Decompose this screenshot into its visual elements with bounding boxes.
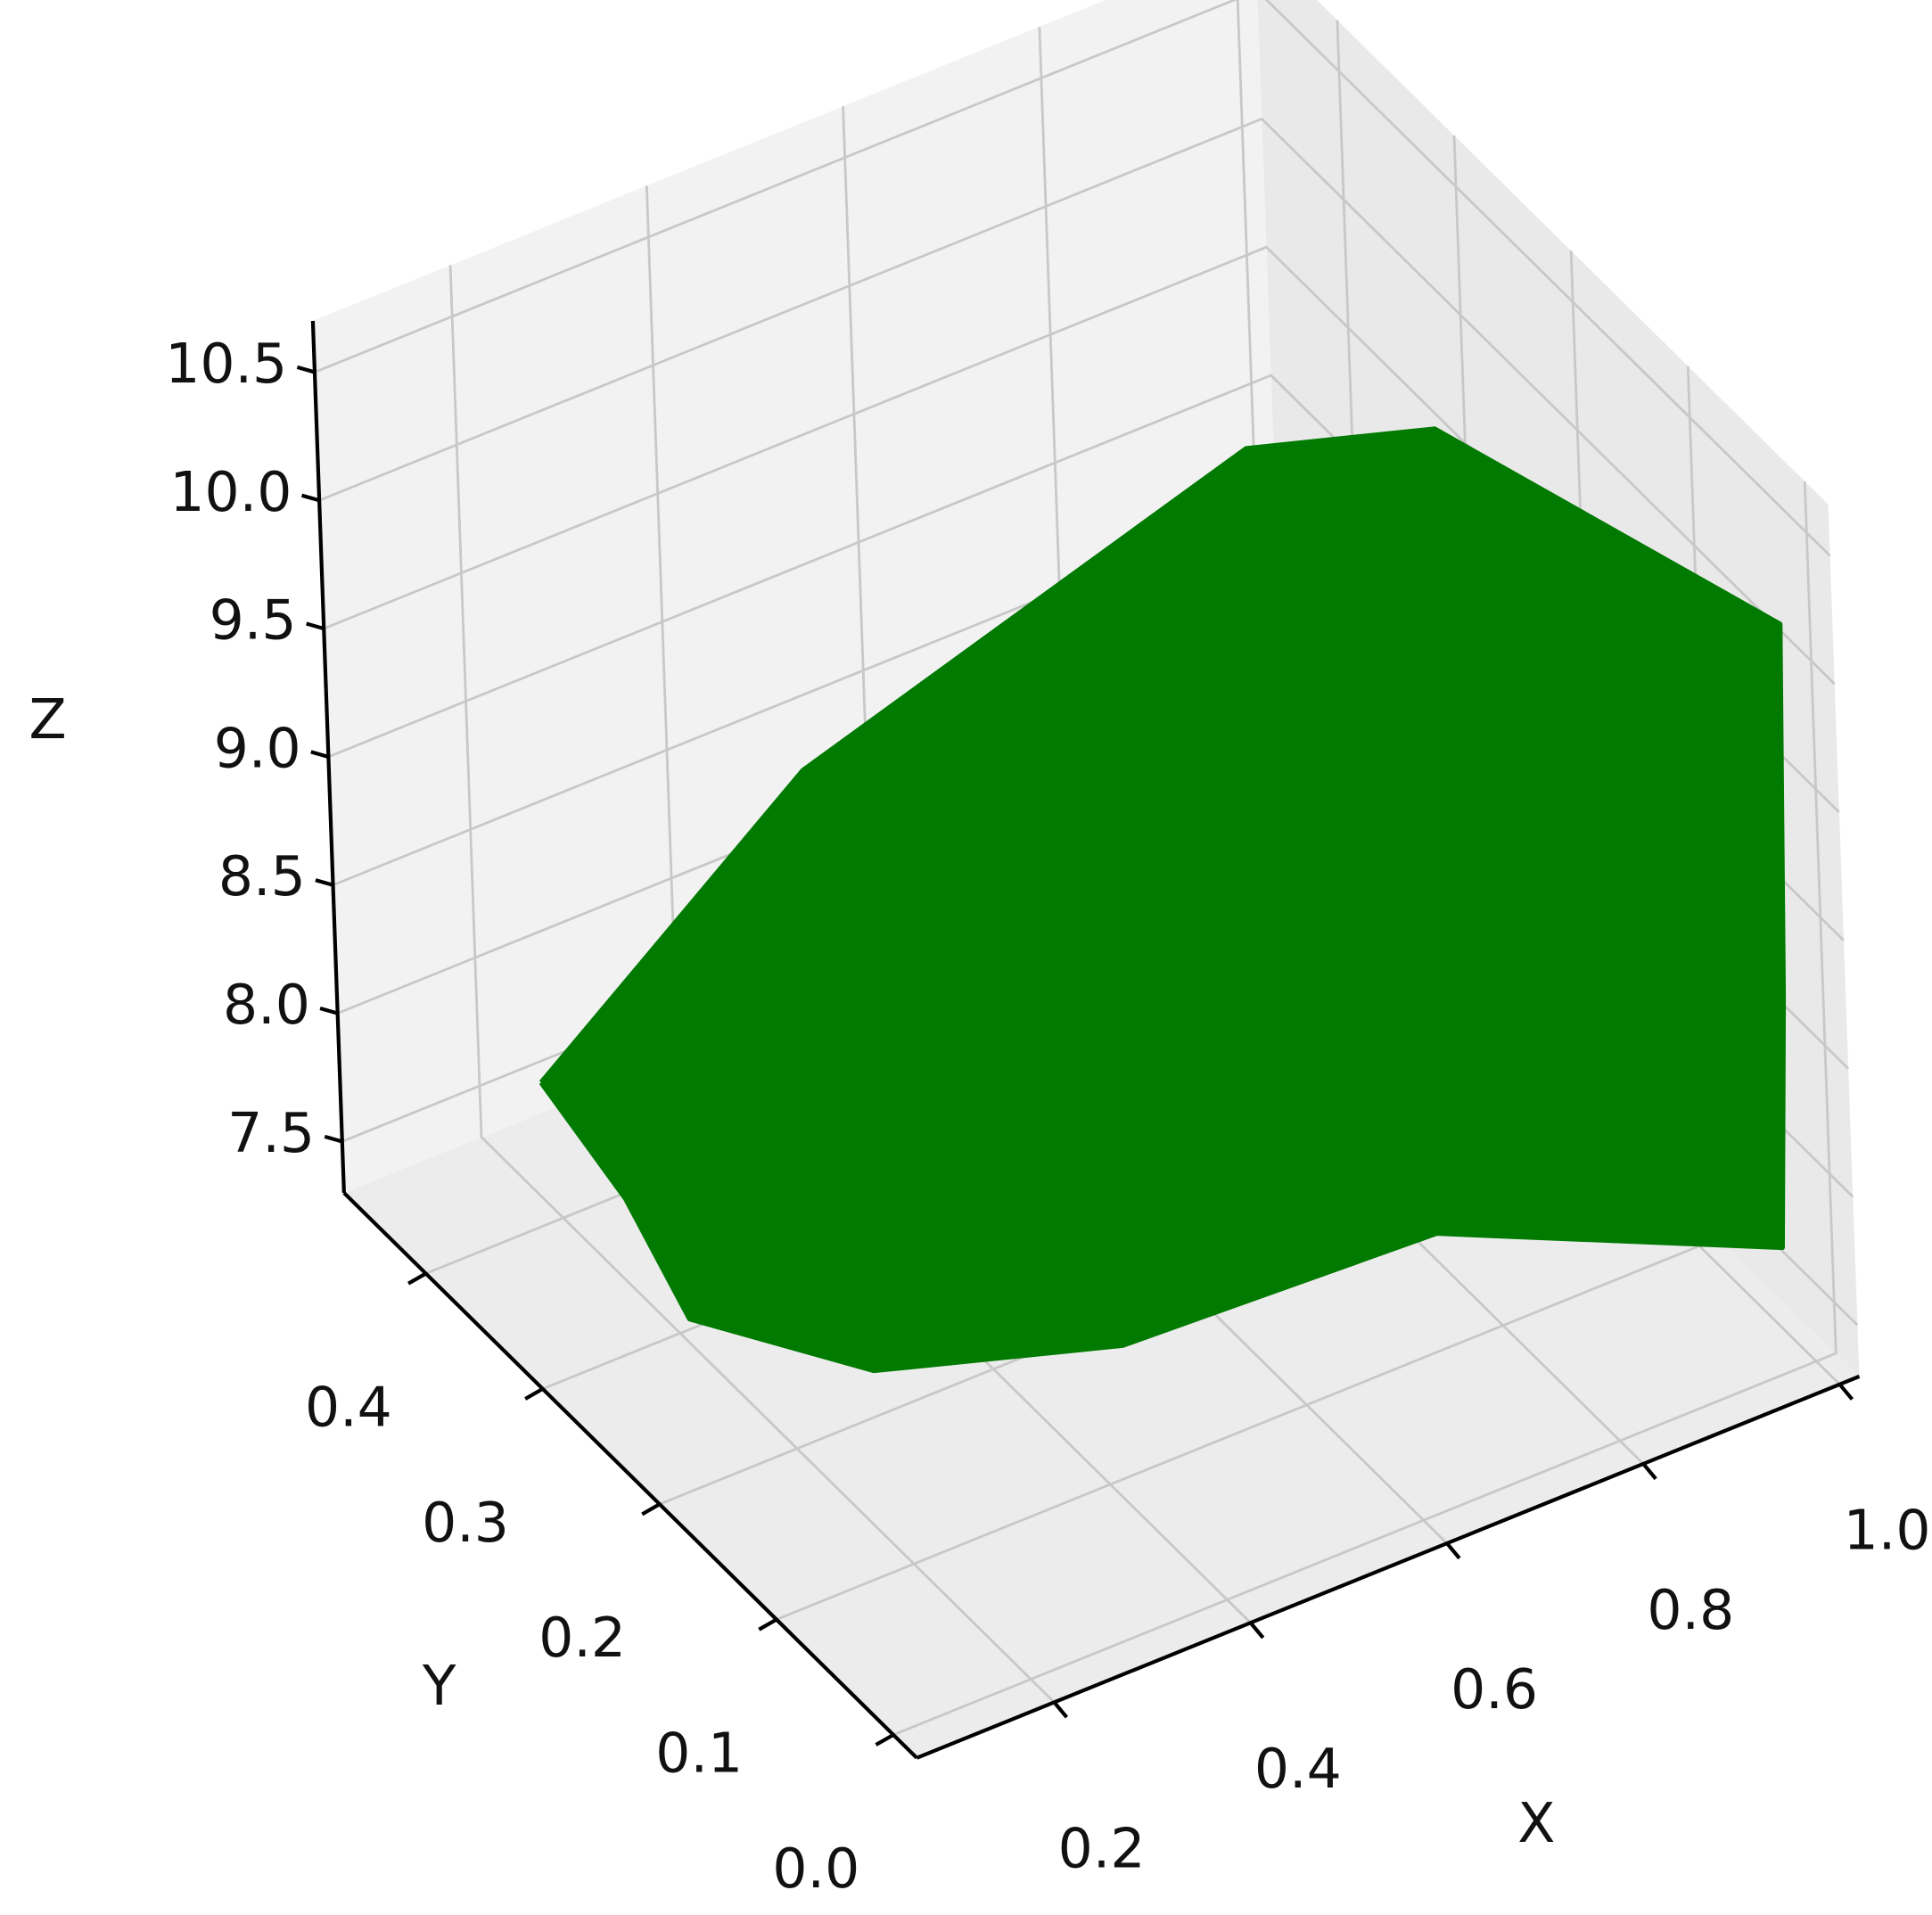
x-axis-label: X: [1517, 1791, 1555, 1855]
tick-mark: [1837, 1383, 1854, 1401]
tick-mark: [758, 1617, 777, 1631]
tick-mark: [1052, 1701, 1069, 1719]
tick-mark: [319, 1006, 339, 1015]
z-tick-label: 9.5: [210, 588, 297, 653]
grid-line: [448, 265, 1056, 1704]
axis-line: [916, 1374, 1861, 1760]
z-tick-label: 8.0: [223, 973, 310, 1037]
x-tick-label: 0.6: [1451, 1657, 1538, 1722]
z-tick-label: 7.5: [227, 1101, 315, 1165]
tick-mark: [324, 1134, 343, 1144]
y-tick-label: 0.4: [305, 1375, 392, 1439]
grid-line: [892, 481, 1837, 1737]
tick-mark: [1249, 1621, 1265, 1640]
x-tick-label: 1.0: [1844, 1499, 1931, 1563]
tick-mark: [641, 1502, 661, 1516]
y-tick-label: 0.0: [772, 1837, 859, 1901]
z-tick-label: 10.5: [165, 332, 287, 396]
x-tick-label: 0.8: [1647, 1578, 1734, 1642]
grid-line: [314, 0, 1831, 557]
tick-mark: [1641, 1462, 1657, 1481]
y-tick-label: 0.3: [422, 1491, 509, 1555]
tick-mark: [306, 621, 325, 631]
tick-mark: [407, 1271, 427, 1286]
tick-mark: [315, 878, 334, 887]
tick-mark: [1445, 1541, 1461, 1560]
tick-mark: [524, 1387, 544, 1401]
tick-mark: [310, 750, 329, 759]
z-tick-label: 10.0: [169, 460, 292, 524]
trajectory: [538, 426, 1787, 1374]
grid-line: [318, 117, 1836, 686]
y-tick-label: 0.2: [538, 1606, 626, 1670]
z-tick-label: 8.5: [218, 844, 306, 908]
z-tick-label: 9.0: [214, 716, 301, 780]
x-tick-label: 0.4: [1254, 1737, 1342, 1801]
axis-line: [342, 1191, 918, 1760]
x-tick-label: 0.2: [1058, 1816, 1146, 1880]
tick-mark: [296, 365, 316, 374]
tick-mark: [300, 493, 320, 503]
z-axis-label: Z: [29, 687, 66, 752]
tick-mark: [875, 1733, 895, 1747]
y-axis-label: Y: [422, 1654, 456, 1718]
y-tick-label: 0.1: [655, 1721, 743, 1785]
